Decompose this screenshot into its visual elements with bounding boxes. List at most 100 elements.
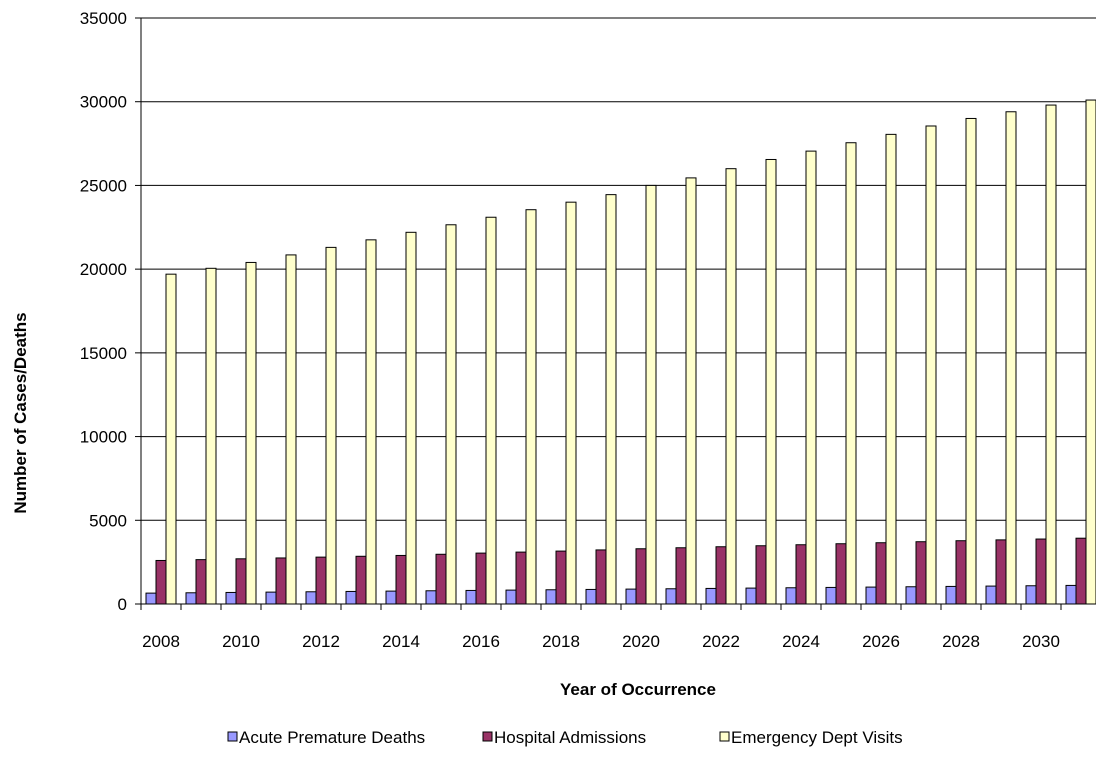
bar-emergency-dept-visits-2026 [885,133,897,605]
bar-hospital-admissions-2018 [555,550,567,605]
bar-emergency-dept-visits-2019 [605,194,617,605]
bar-hospital-admissions-2028 [955,540,967,605]
bar-hospital-admissions-2029 [995,539,1007,605]
x-tick-label: 2012 [302,632,340,651]
gridlines [141,17,1096,521]
bar-acute-premature-deaths-2008 [145,592,157,605]
bar-hospital-admissions-2026 [875,542,887,605]
bar-emergency-dept-visits-2031 [1085,99,1096,605]
bar-hospital-admissions-2022 [715,546,727,605]
bar-hospital-admissions-2008 [155,559,167,605]
bar-acute-premature-deaths-2031 [1065,584,1077,605]
bar-emergency-dept-visits-2020 [645,184,657,605]
x-tick-label: 2028 [942,632,980,651]
bar-hospital-admissions-2011 [275,557,287,605]
bar-hospital-admissions-2017 [515,551,527,605]
bar-acute-premature-deaths-2015 [425,590,437,605]
bar-emergency-dept-visits-2008 [165,273,177,605]
bar-acute-premature-deaths-2021 [665,588,677,605]
legend-swatch [227,731,238,742]
bar-acute-premature-deaths-2016 [465,589,477,605]
x-axis-title: Year of Occurrence [560,680,716,699]
bar-emergency-dept-visits-2011 [285,254,297,605]
y-tick-label: 20000 [80,260,127,279]
bar-acute-premature-deaths-2019 [585,588,597,605]
legend-swatch [719,731,730,742]
legend-swatch [482,731,493,742]
x-tick-label: 2030 [1022,632,1060,651]
bar-acute-premature-deaths-2018 [545,589,557,605]
bar-hospital-admissions-2009 [195,559,207,605]
bar-emergency-dept-visits-2029 [1005,111,1017,605]
x-tick-label: 2008 [142,632,180,651]
legend-label: Emergency Dept Visits [731,728,903,747]
bar-acute-premature-deaths-2022 [705,587,717,605]
bar-acute-premature-deaths-2025 [825,586,837,605]
bar-hospital-admissions-2019 [595,549,607,605]
bar-emergency-dept-visits-2015 [445,224,457,605]
bar-emergency-dept-visits-2016 [485,216,497,605]
bar-hospital-admissions-2013 [355,555,367,605]
bar-emergency-dept-visits-2022 [725,168,737,605]
bar-acute-premature-deaths-2013 [345,590,357,605]
x-tick-label: 2010 [222,632,260,651]
bar-acute-premature-deaths-2028 [945,585,957,605]
bar-emergency-dept-visits-2025 [845,142,857,605]
bar-emergency-dept-visits-2009 [205,267,217,605]
legend-label: Acute Premature Deaths [239,728,425,747]
bar-emergency-dept-visits-2028 [965,117,977,605]
y-tick-label: 10000 [80,428,127,447]
bar-hospital-admissions-2020 [635,548,647,605]
bar-emergency-dept-visits-2023 [765,158,777,605]
bar-emergency-dept-visits-2012 [325,246,337,605]
bar-hospital-admissions-2014 [395,554,407,605]
bar-hospital-admissions-2010 [235,558,247,605]
y-tick-label: 0 [118,595,127,614]
bar-emergency-dept-visits-2014 [405,231,417,605]
axes [135,17,1096,610]
bar-acute-premature-deaths-2029 [985,585,997,605]
bar-acute-premature-deaths-2017 [505,589,517,605]
bar-emergency-dept-visits-2013 [365,239,377,605]
y-tick-label: 30000 [80,93,127,112]
bar-acute-premature-deaths-2030 [1025,585,1037,605]
bar-hospital-admissions-2023 [755,545,767,605]
y-tick-label: 25000 [80,176,127,195]
x-tick-label: 2014 [382,632,420,651]
bar-acute-premature-deaths-2011 [265,591,277,605]
legend: Acute Premature Deaths Hospital Admission… [227,728,903,747]
bar-acute-premature-deaths-2010 [225,591,237,605]
bar-acute-premature-deaths-2027 [905,586,917,605]
bars [145,99,1096,605]
bar-acute-premature-deaths-2012 [305,591,317,605]
bar-hospital-admissions-2024 [795,544,807,605]
x-tick-label: 2024 [782,632,820,651]
bar-acute-premature-deaths-2023 [745,587,757,605]
bar-acute-premature-deaths-2014 [385,590,397,605]
bar-emergency-dept-visits-2024 [805,150,817,605]
bar-emergency-dept-visits-2027 [925,125,937,605]
y-tick-label: 35000 [80,9,127,28]
x-tick-labels: 2008 2010 2012 2014 2016 2018 2020 2022 2024 2026… [142,632,1060,651]
bar-acute-premature-deaths-2026 [865,586,877,605]
bar-emergency-dept-visits-2010 [245,261,257,605]
bar-hospital-admissions-2030 [1035,538,1047,605]
x-tick-label: 2018 [542,632,580,651]
bar-acute-premature-deaths-2024 [785,587,797,605]
bar-hospital-admissions-2016 [475,552,487,605]
y-tick-labels: 0 5000 10000 15000 20000 25000 30000 35000 [80,9,127,614]
bar-emergency-dept-visits-2030 [1045,104,1057,605]
x-tick-label: 2026 [862,632,900,651]
bar-acute-premature-deaths-2009 [185,592,197,605]
bar-emergency-dept-visits-2018 [565,201,577,605]
bar-hospital-admissions-2031 [1075,537,1087,605]
x-tick-label: 2022 [702,632,740,651]
y-axis-title: Number of Cases/Deaths [11,312,30,513]
legend-label: Hospital Admissions [494,728,646,747]
bar-hospital-admissions-2021 [675,547,687,605]
bar-acute-premature-deaths-2020 [625,588,637,605]
bar-hospital-admissions-2012 [315,556,327,605]
bar-hospital-admissions-2027 [915,541,927,605]
bar-emergency-dept-visits-2021 [685,177,697,605]
